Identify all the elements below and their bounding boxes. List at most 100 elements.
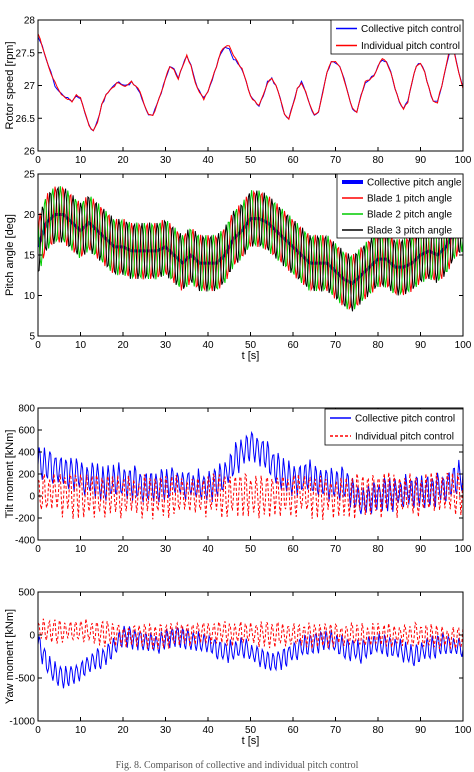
legend-label: Individual pitch control [361, 41, 460, 52]
x-tick-label: 70 [330, 725, 342, 736]
legend-label: Individual pitch control [355, 432, 454, 443]
x-tick-label: 0 [35, 544, 41, 555]
legend-box [336, 173, 464, 239]
x-tick-label: 40 [202, 340, 214, 351]
y-axis-label: Rotor speed [rpm] [4, 41, 16, 129]
x-tick-label: 20 [117, 340, 129, 351]
x-tick-label: 30 [160, 544, 172, 555]
legend-label: Blade 2 pitch angle [367, 210, 453, 221]
x-tick-label: 10 [75, 544, 87, 555]
y-tick-label: 26.5 [16, 114, 36, 125]
x-tick-label: 80 [372, 340, 384, 351]
x-tick-label: 100 [455, 544, 472, 555]
y-tick-label: 15 [24, 251, 36, 262]
legend-label: Collective pitch angle [367, 178, 462, 189]
y-axis-label: Yaw moment [kNm] [4, 609, 16, 704]
y-tick-label: 27.5 [16, 48, 36, 59]
x-tick-label: 10 [75, 340, 87, 351]
y-tick-label: 28 [24, 16, 36, 27]
x-tick-label: 0 [35, 155, 41, 166]
y-tick-label: 400 [18, 448, 35, 459]
x-tick-label: 30 [160, 155, 172, 166]
y-tick-label: 500 [18, 588, 35, 599]
x-tick-label: 90 [415, 155, 427, 166]
x-tick-label: 40 [202, 725, 214, 736]
series-group [38, 33, 463, 132]
x-tick-label: 10 [75, 155, 87, 166]
x-tick-label: 60 [287, 725, 299, 736]
y-tick-label: 25 [24, 170, 36, 181]
y-tick-label: -1000 [9, 717, 35, 728]
x-tick-label: 60 [287, 340, 299, 351]
x-tick-label: 80 [372, 544, 384, 555]
y-tick-label: 0 [29, 492, 35, 503]
chart-panel-2: 0 10 20 30 40 50 60 70 80 90 100 5 10 15 20 25 Pitch ang… [4, 170, 472, 363]
y-tick-label: 5 [29, 332, 35, 343]
y-axis-label: Pitch angle [deg] [4, 214, 16, 296]
x-tick-label: 20 [117, 544, 129, 555]
x-tick-label: 40 [202, 544, 214, 555]
x-tick-label: 90 [415, 340, 427, 351]
figure-caption: Fig. 8. Comparison of collective and ind… [116, 760, 359, 771]
series-line-individual-pitch-control [38, 33, 463, 132]
x-tick-label: 90 [415, 725, 427, 736]
y-tick-label: 10 [24, 291, 36, 302]
legend-label: Collective pitch control [355, 414, 455, 425]
y-tick-label: 20 [24, 210, 36, 221]
series-line-individual-pitch-control [38, 618, 463, 650]
x-tick-label: 10 [75, 725, 87, 736]
series-line-blade-3-pitch-angle [38, 186, 463, 312]
x-tick-label: 80 [372, 155, 384, 166]
x-tick-label: 50 [245, 155, 257, 166]
x-tick-label: 70 [330, 340, 342, 351]
x-tick-label: 50 [245, 340, 257, 351]
legend-box [324, 408, 464, 446]
series-group [38, 186, 463, 312]
chart-panel-1: 0 10 20 30 40 50 60 70 80 90 100 26 26.5 27 27.5 28 Roto… [4, 16, 472, 167]
x-tick-label: 50 [245, 544, 257, 555]
legend: Collective pitch control Individual pitch… [324, 408, 464, 446]
x-tick-label: 0 [35, 725, 41, 736]
legend: Collective pitch control Individual pitch… [330, 19, 464, 55]
x-tick-label: 20 [117, 155, 129, 166]
y-tick-label: -200 [15, 514, 35, 525]
x-tick-label: 0 [35, 340, 41, 351]
legend-box [330, 19, 464, 55]
x-tick-label: 70 [330, 544, 342, 555]
x-tick-label: 90 [415, 544, 427, 555]
y-tick-label: 0 [29, 631, 35, 642]
series-line-individual-pitch-control [38, 472, 463, 521]
y-tick-label: 600 [18, 426, 35, 437]
x-axis-label: t [s] [242, 350, 260, 362]
y-tick-label: 26 [24, 147, 36, 158]
x-tick-label: 20 [117, 725, 129, 736]
x-tick-label: 100 [455, 725, 472, 736]
x-tick-label: 60 [287, 155, 299, 166]
x-tick-label: 40 [202, 155, 214, 166]
x-tick-label: 100 [455, 155, 472, 166]
chart-panel-3: 0 10 20 30 40 50 60 70 80 90 100 -400 -200 0 200 400 600… [4, 404, 472, 556]
legend: Collective pitch angle Blade 1 pitch angl… [336, 173, 464, 239]
y-tick-label: -500 [15, 674, 35, 685]
series-group [38, 430, 463, 521]
y-axis-label: Tilt moment [kNm] [4, 430, 16, 519]
x-tick-label: 80 [372, 725, 384, 736]
x-tick-label: 70 [330, 155, 342, 166]
x-tick-label: 50 [245, 725, 257, 736]
series-group [38, 618, 463, 689]
x-tick-label: 100 [455, 340, 472, 351]
series-line-blade-1-pitch-angle [38, 186, 463, 310]
x-tick-label: 60 [287, 544, 299, 555]
legend-label: Blade 1 pitch angle [367, 194, 453, 205]
y-tick-label: 800 [18, 404, 35, 415]
x-axis-label: t [s] [242, 735, 260, 747]
legend-label: Collective pitch control [361, 24, 461, 35]
x-tick-label: 30 [160, 340, 172, 351]
series-line-collective-pitch-control [38, 625, 463, 689]
x-tick-label: 30 [160, 725, 172, 736]
y-tick-label: -400 [15, 536, 35, 547]
y-tick-label: 200 [18, 470, 35, 481]
legend-label: Blade 3 pitch angle [367, 226, 453, 237]
